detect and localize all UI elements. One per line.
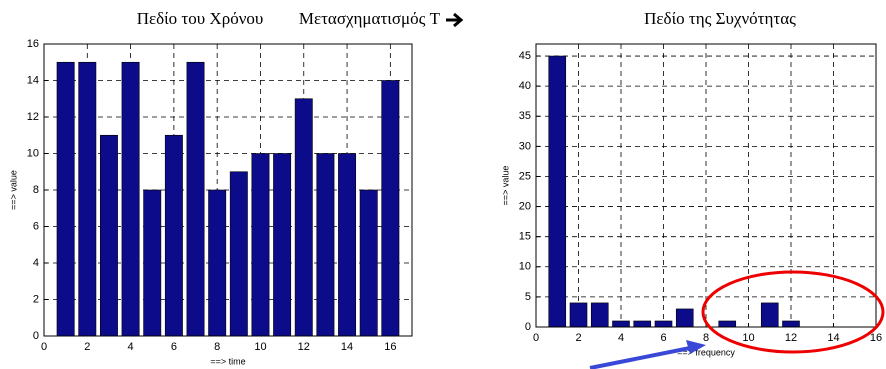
x-tick-label: 16 — [870, 332, 882, 344]
y-tick-label: 40 — [519, 80, 531, 92]
y-tick-label: 20 — [519, 200, 531, 212]
x-tick-label: 0 — [41, 341, 47, 353]
bar — [548, 55, 567, 328]
y-tick-label: 45 — [519, 50, 531, 62]
y-tick-label: 30 — [519, 140, 531, 152]
bar — [294, 98, 313, 337]
y-axis-label: ==> value — [500, 166, 510, 206]
x-tick-label: 6 — [171, 341, 177, 353]
x-tick-label: 10 — [254, 341, 266, 353]
y-tick-label: 15 — [519, 231, 531, 243]
highlight-ellipse — [701, 270, 885, 354]
x-axis-label: ==> frequency — [677, 347, 735, 357]
bar — [569, 302, 588, 328]
y-axis-label: ==> value — [8, 170, 18, 210]
x-tick-label: 0 — [533, 332, 539, 344]
x-tick-label: 8 — [214, 341, 220, 353]
bar — [675, 308, 694, 328]
x-axis-label: ==> time — [210, 356, 245, 366]
bar — [654, 320, 673, 328]
bar — [229, 171, 248, 337]
y-tick-label: 8 — [33, 184, 39, 196]
x-tick-label: 14 — [827, 332, 839, 344]
bar — [316, 153, 335, 337]
transform-label: Μετασχηματισμός T — [299, 9, 441, 28]
bar — [760, 302, 779, 328]
bar — [633, 320, 652, 328]
y-tick-label: 4 — [33, 257, 39, 269]
pointer-arrow — [589, 346, 691, 369]
y-tick-label: 14 — [27, 74, 39, 86]
bar — [718, 320, 737, 328]
x-tick-label: 12 — [298, 341, 310, 353]
bar — [208, 189, 227, 337]
x-tick-label: 2 — [84, 341, 90, 353]
y-tick-label: 0 — [33, 330, 39, 342]
bar — [56, 61, 75, 337]
bar — [186, 61, 205, 337]
y-tick-label: 6 — [33, 220, 39, 232]
plot-frame — [535, 43, 877, 328]
plot-frame — [43, 43, 413, 337]
bar — [612, 320, 630, 328]
x-tick-label: 8 — [703, 332, 709, 344]
bar — [273, 153, 292, 337]
y-tick-label: 16 — [27, 38, 39, 50]
bar — [338, 153, 357, 337]
bar — [121, 61, 140, 337]
bar — [359, 189, 378, 337]
chart-title: Πεδίο του Χρόνου — [137, 9, 264, 28]
y-tick-label: 25 — [519, 170, 531, 182]
bar — [381, 80, 400, 337]
bar — [251, 153, 270, 337]
bar — [782, 320, 800, 328]
x-tick-label: 16 — [384, 341, 396, 353]
x-tick-label: 12 — [785, 332, 797, 344]
arrow-icon — [446, 12, 464, 28]
bar — [590, 302, 609, 328]
x-tick-label: 2 — [575, 332, 581, 344]
y-tick-label: 10 — [519, 261, 531, 273]
y-tick-label: 2 — [33, 293, 39, 305]
x-tick-label: 10 — [742, 332, 754, 344]
x-tick-label: 14 — [341, 341, 353, 353]
bar — [164, 134, 183, 337]
x-tick-label: 4 — [618, 332, 624, 344]
bar — [78, 61, 97, 337]
y-tick-label: 0 — [525, 321, 531, 333]
y-tick-label: 10 — [27, 147, 39, 159]
y-tick-label: 5 — [525, 291, 531, 303]
bar — [99, 134, 118, 337]
x-tick-label: 4 — [128, 341, 134, 353]
pointer-arrowhead — [686, 340, 706, 354]
bar — [143, 189, 162, 337]
x-tick-label: 6 — [660, 332, 666, 344]
y-tick-label: 35 — [519, 110, 531, 122]
y-tick-label: 12 — [27, 111, 39, 123]
chart-title: Πεδίο της Συχνότητας — [644, 9, 796, 28]
